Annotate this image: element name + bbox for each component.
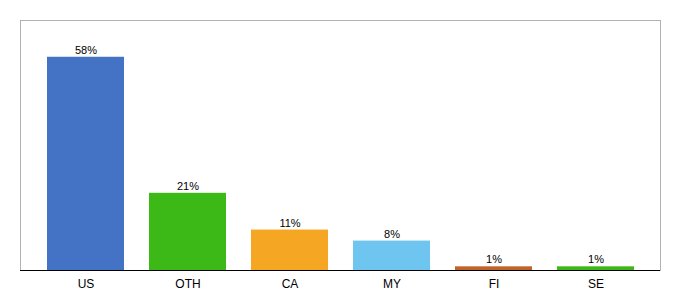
svg-text:1%: 1% — [486, 253, 502, 265]
svg-text:8%: 8% — [384, 228, 400, 240]
svg-text:US: US — [78, 277, 95, 291]
svg-text:OTH: OTH — [175, 277, 200, 291]
svg-text:21%: 21% — [177, 180, 199, 192]
svg-text:1%: 1% — [588, 253, 604, 265]
svg-text:58%: 58% — [75, 44, 97, 56]
svg-text:FI: FI — [489, 277, 500, 291]
svg-text:11%: 11% — [279, 217, 300, 229]
svg-text:MY: MY — [383, 277, 401, 291]
svg-text:SE: SE — [588, 277, 604, 291]
svg-text:CA: CA — [282, 277, 299, 291]
